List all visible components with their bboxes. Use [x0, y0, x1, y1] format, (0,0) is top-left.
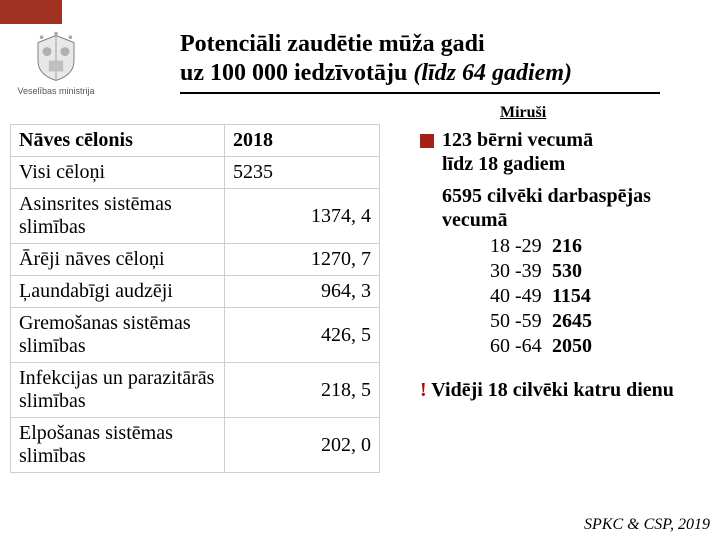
age-range: 18 -29 [490, 234, 552, 259]
table-row: Asinsrites sistēmas slimības1374, 4 [11, 189, 380, 244]
ministry-logo-block: Veselības ministrija [6, 30, 106, 96]
table-header-row: Nāves cēlonis 2018 [11, 125, 380, 157]
cause-cell: Ļaundabīgi audzēji [11, 276, 225, 308]
children-stat-text: 123 bērni vecumā līdz 18 gadiem [442, 128, 593, 176]
right-stats-block: 123 bērni vecumā līdz 18 gadiem 6595 cil… [420, 128, 710, 402]
working-age-line1: 6595 cilvēki darbaspējas [442, 185, 651, 207]
bullet-icon [420, 134, 434, 148]
title-line2-plain: uz 100 000 iedzīvotāju [180, 60, 413, 86]
value-cell: 1374, 4 [225, 189, 380, 244]
title-line2-italic: (līdz 64 gadiem) [413, 60, 572, 86]
cause-cell: Visi cēloņi [11, 157, 225, 189]
children-line2: līdz 18 gadiem [442, 153, 565, 175]
cause-cell: Infekcijas un parazitārās slimības [11, 363, 225, 418]
page-title: Potenciāli zaudētie mūža gadi uz 100 000… [180, 30, 700, 88]
ministry-label: Veselības ministrija [6, 86, 106, 96]
age-row: 30 -39530 [490, 259, 710, 284]
age-range: 50 -59 [490, 309, 552, 334]
cause-cell: Elpošanas sistēmas slimības [11, 418, 225, 473]
age-count: 2645 [552, 310, 592, 332]
table-row: Ārēji nāves cēloņi1270, 7 [11, 244, 380, 276]
deaths-heading: Miruši [500, 104, 546, 122]
age-count: 530 [552, 260, 582, 282]
exclamation-mark: ! [420, 379, 427, 401]
header-year: 2018 [225, 125, 380, 157]
brand-accent-bar [0, 0, 62, 24]
causes-table: Nāves cēlonis 2018 Visi cēloņi5235Asinsr… [10, 124, 380, 473]
table-row: Visi cēloņi5235 [11, 157, 380, 189]
working-age-line2: vecumā [442, 209, 508, 231]
header-cause: Nāves cēlonis [11, 125, 225, 157]
cause-cell: Asinsrites sistēmas slimības [11, 189, 225, 244]
age-row: 50 -592645 [490, 309, 710, 334]
age-range: 40 -49 [490, 284, 552, 309]
age-range: 60 -64 [490, 334, 552, 359]
value-cell: 964, 3 [225, 276, 380, 308]
children-line1: 123 bērni vecumā [442, 129, 593, 151]
age-breakdown: 18 -2921630 -3953040 -49115450 -59264560… [490, 234, 710, 359]
working-age-block: 6595 cilvēki darbaspējas vecumā 18 -2921… [442, 184, 710, 359]
title-line1: Potenciāli zaudētie mūža gadi [180, 30, 700, 59]
daily-average: ! Vidēji 18 cilvēki katru dienu [420, 379, 710, 402]
cause-cell: Gremošanas sistēmas slimības [11, 308, 225, 363]
title-underline [180, 92, 660, 94]
cause-cell: Ārēji nāves cēloņi [11, 244, 225, 276]
daily-average-text: Vidēji 18 cilvēki katru dienu [427, 379, 674, 401]
value-cell: 426, 5 [225, 308, 380, 363]
table-row: Ļaundabīgi audzēji964, 3 [11, 276, 380, 308]
age-row: 60 -642050 [490, 334, 710, 359]
age-count: 1154 [552, 285, 591, 307]
table-row: Elpošanas sistēmas slimības202, 0 [11, 418, 380, 473]
value-cell: 202, 0 [225, 418, 380, 473]
age-row: 18 -29216 [490, 234, 710, 259]
value-cell: 218, 5 [225, 363, 380, 418]
age-count: 2050 [552, 335, 592, 357]
age-range: 30 -39 [490, 259, 552, 284]
value-cell: 1270, 7 [225, 244, 380, 276]
value-cell: 5235 [225, 157, 380, 189]
table-row: Infekcijas un parazitārās slimības218, 5 [11, 363, 380, 418]
children-stat: 123 bērni vecumā līdz 18 gadiem [420, 128, 710, 176]
source-citation: SPKC & CSP, 2019 [584, 516, 710, 534]
table-row: Gremošanas sistēmas slimības426, 5 [11, 308, 380, 363]
coat-of-arms-icon [29, 30, 83, 84]
age-count: 216 [552, 235, 582, 257]
working-age-lead: 6595 cilvēki darbaspējas vecumā [442, 184, 710, 232]
age-row: 40 -491154 [490, 284, 710, 309]
title-line2: uz 100 000 iedzīvotāju (līdz 64 gadiem) [180, 59, 700, 88]
